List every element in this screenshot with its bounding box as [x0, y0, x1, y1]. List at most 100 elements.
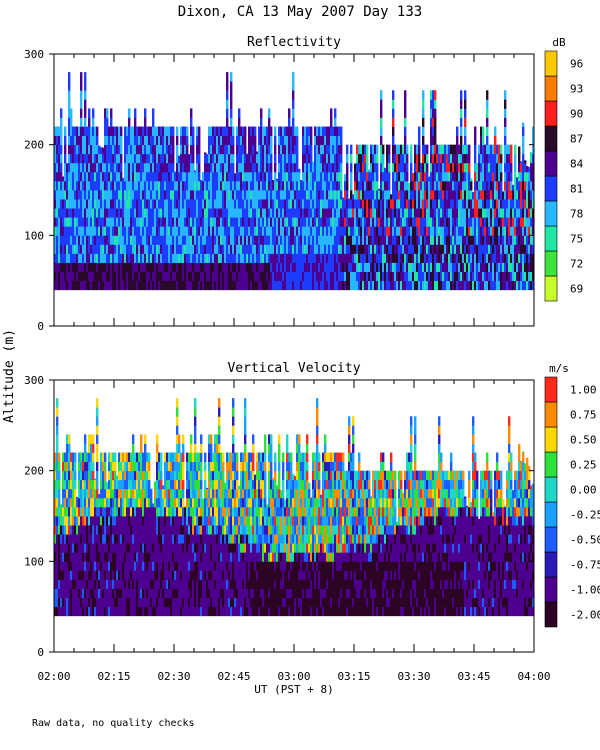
- heatmap-cell: [352, 199, 355, 209]
- heatmap-cell: [298, 280, 301, 291]
- heatmap-cell: [122, 543, 125, 553]
- heatmap-cell: [72, 552, 75, 562]
- heatmap-cell: [346, 262, 349, 272]
- heatmap-cell: [298, 190, 301, 200]
- heatmap-cell: [450, 208, 453, 218]
- heatmap-cell: [480, 208, 483, 218]
- heatmap-cell: [316, 235, 319, 245]
- heatmap-cell: [66, 217, 69, 227]
- heatmap-cell: [382, 235, 385, 245]
- heatmap-cell: [86, 570, 89, 580]
- heatmap-cell: [74, 208, 77, 218]
- heatmap-cell: [464, 253, 467, 263]
- heatmap-cell: [230, 99, 233, 109]
- heatmap-cell: [366, 171, 369, 182]
- heatmap-cell: [58, 497, 61, 508]
- heatmap-cell: [380, 171, 383, 182]
- heatmap-cell: [82, 543, 85, 553]
- heatmap-cell: [522, 162, 525, 173]
- heatmap-cell: [446, 180, 449, 191]
- heatmap-cell: [192, 235, 195, 245]
- heatmap-cell: [336, 153, 339, 164]
- heatmap-cell: [264, 135, 267, 146]
- heatmap-cell: [498, 208, 501, 218]
- heatmap-cell: [436, 262, 439, 272]
- heatmap-cell: [404, 117, 407, 127]
- heatmap-cell: [164, 199, 167, 209]
- heatmap-cell: [316, 262, 319, 272]
- heatmap-cell: [408, 190, 411, 200]
- heatmap-cell: [54, 244, 57, 254]
- heatmap-cell: [316, 244, 319, 254]
- heatmap-cell: [432, 153, 435, 164]
- heatmap-cell: [386, 162, 389, 173]
- heatmap-cell: [140, 153, 143, 164]
- heatmap-cell: [94, 144, 97, 155]
- heatmap-cell: [526, 180, 529, 191]
- heatmap-cell: [120, 525, 123, 535]
- heatmap-cell: [102, 588, 105, 598]
- heatmap-cell: [464, 262, 467, 272]
- heatmap-cell: [410, 171, 413, 182]
- heatmap-cell: [210, 180, 213, 191]
- heatmap-cell: [474, 208, 477, 218]
- heatmap-cell: [68, 108, 71, 118]
- heatmap-cell: [318, 171, 321, 182]
- heatmap-cell: [294, 190, 297, 200]
- heatmap-cell: [110, 180, 113, 191]
- heatmap-cell: [304, 199, 307, 209]
- heatmap-cell: [98, 588, 101, 598]
- heatmap-cell: [224, 253, 227, 263]
- heatmap-cell: [252, 208, 255, 218]
- heatmap-cell: [258, 190, 261, 200]
- heatmap-cell: [216, 162, 219, 173]
- heatmap-cell: [382, 199, 385, 209]
- heatmap-cell: [400, 144, 403, 155]
- heatmap-cell: [386, 180, 389, 191]
- heatmap-cell: [462, 226, 465, 236]
- heatmap-cell: [92, 534, 95, 544]
- heatmap-cell: [200, 179, 203, 182]
- heatmap-cell: [84, 561, 87, 571]
- heatmap-cell: [468, 208, 471, 218]
- heatmap-cell: [288, 135, 291, 146]
- heatmap-cell: [294, 235, 297, 245]
- heatmap-cell: [304, 162, 307, 173]
- heatmap-cell: [476, 208, 479, 218]
- heatmap-cell: [410, 217, 413, 227]
- heatmap-cell: [136, 506, 139, 517]
- heatmap-cell: [96, 606, 99, 617]
- heatmap-cell: [394, 171, 397, 182]
- heatmap-cell: [526, 244, 529, 254]
- heatmap-cell: [344, 244, 347, 254]
- heatmap-cell: [430, 208, 433, 218]
- heatmap-cell: [94, 516, 97, 526]
- heatmap-cell: [114, 588, 117, 598]
- heatmap-cell: [78, 516, 81, 526]
- heatmap-cell: [354, 244, 357, 254]
- heatmap-cell: [324, 190, 327, 200]
- heatmap-cell: [138, 235, 141, 245]
- heatmap-cell: [396, 162, 399, 173]
- heatmap-cell: [102, 180, 105, 191]
- heatmap-cell: [522, 280, 525, 291]
- heatmap-cell: [228, 135, 231, 146]
- heatmap-cell: [230, 190, 233, 200]
- heatmap-cell: [224, 153, 227, 164]
- heatmap-cell: [208, 253, 211, 263]
- heatmap-cell: [224, 235, 227, 245]
- heatmap-cell: [530, 162, 533, 173]
- heatmap-cell: [80, 606, 83, 617]
- heatmap-cell: [496, 262, 499, 272]
- heatmap-cell: [58, 606, 61, 617]
- heatmap-cell: [334, 153, 337, 164]
- heatmap-cell: [134, 180, 137, 191]
- heatmap-cell: [286, 253, 289, 263]
- heatmap-cell: [330, 199, 333, 209]
- heatmap-cell: [318, 208, 321, 218]
- heatmap-cell: [194, 280, 197, 291]
- heatmap-cell: [488, 199, 491, 209]
- heatmap-cell: [126, 153, 129, 164]
- heatmap-cell: [60, 606, 63, 617]
- heatmap-cell: [460, 135, 463, 146]
